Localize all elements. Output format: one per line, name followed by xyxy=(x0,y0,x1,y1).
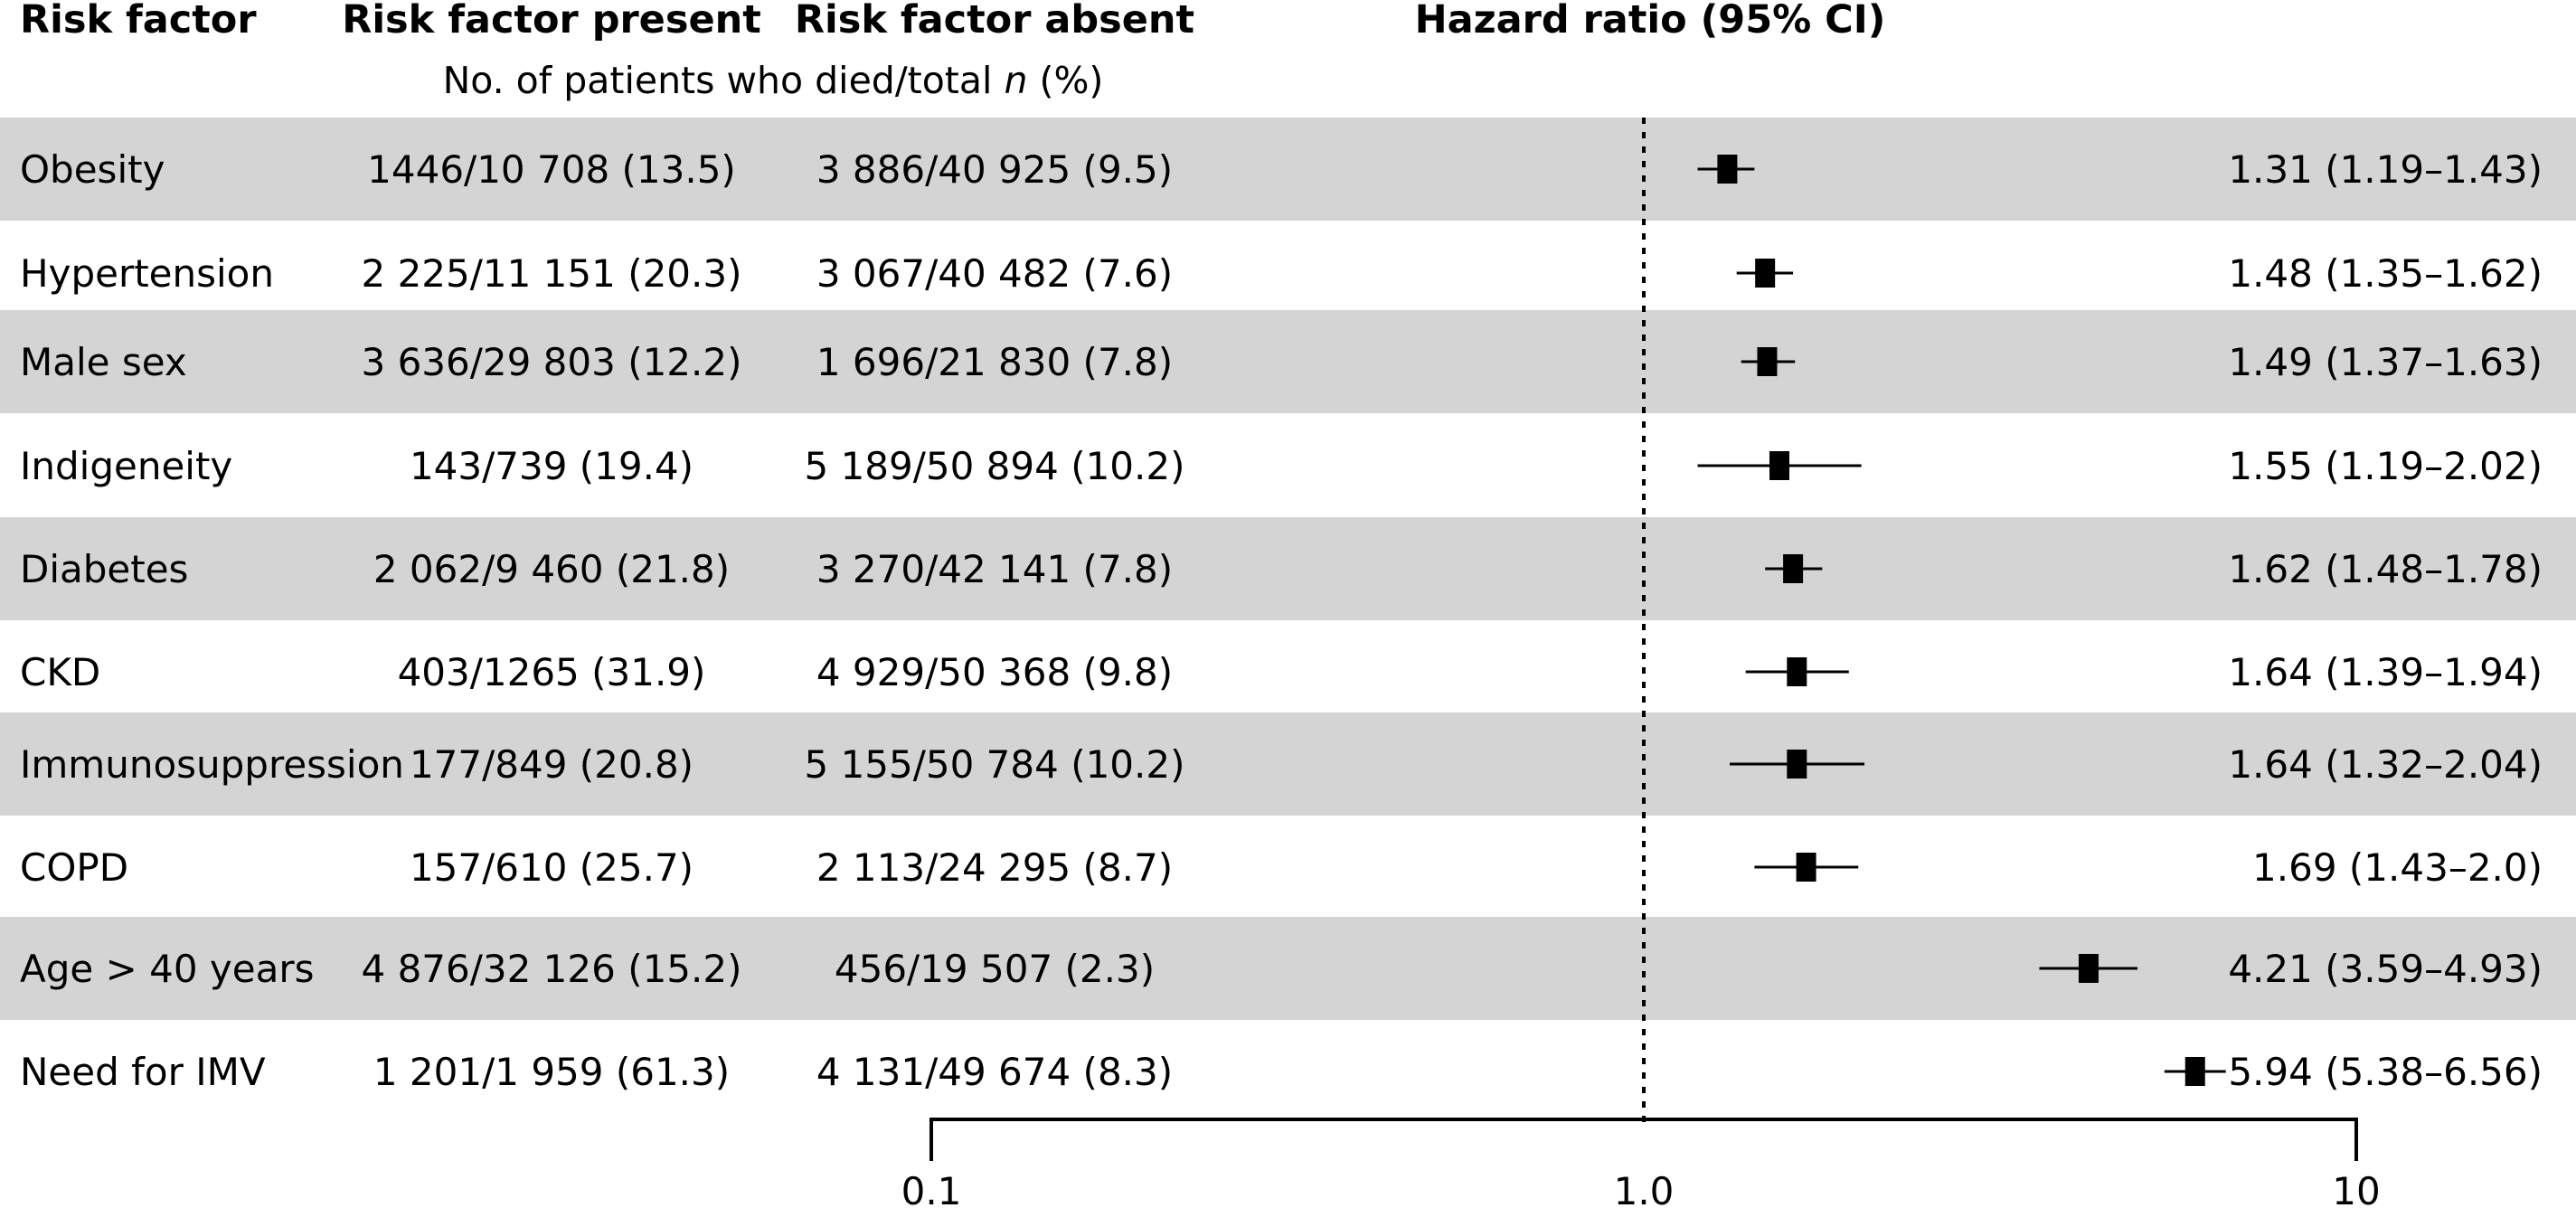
row-present-count: 2 225/11 151 (20.3) xyxy=(362,251,742,296)
row-present-count: 4 876/32 126 (15.2) xyxy=(362,947,742,991)
row-absent-count: 4 929/50 368 (9.8) xyxy=(816,650,1173,694)
x-tick-label: 1.0 xyxy=(1614,1169,1675,1208)
hr-point-marker xyxy=(2078,954,2099,983)
hr-point-marker xyxy=(1787,750,1807,779)
row-present-count: 143/739 (19.4) xyxy=(410,444,694,488)
row-hazard-ratio-text: 1.48 (1.35–1.62) xyxy=(2228,251,2543,296)
row-hazard-ratio-text: 1.49 (1.37–1.63) xyxy=(2228,340,2543,384)
x-tick-label: 0.1 xyxy=(901,1169,962,1208)
row-hazard-ratio-text: 5.94 (5.38–6.56) xyxy=(2228,1050,2543,1094)
row-hazard-ratio-text: 4.21 (3.59–4.93) xyxy=(2228,947,2543,991)
row-hazard-ratio-text: 1.64 (1.32–2.04) xyxy=(2228,742,2543,787)
hr-point-marker xyxy=(1717,155,1738,184)
row-risk-factor: Immunosuppression xyxy=(20,742,404,787)
row-hazard-ratio-text: 1.62 (1.48–1.78) xyxy=(2228,547,2543,591)
row-present-count: 1 201/1 959 (61.3) xyxy=(373,1050,730,1094)
header-risk-factor-present: Risk factor present xyxy=(342,0,761,42)
row-risk-factor: CKD xyxy=(20,650,100,694)
row-risk-factor: Need for IMV xyxy=(20,1050,266,1094)
row-present-count: 2 062/9 460 (21.8) xyxy=(373,547,730,591)
forest-rows: Obesity 1446/10 708 (13.5) 3 886/40 925 (9… xyxy=(20,147,2543,1094)
row-absent-count: 456/19 507 (2.3) xyxy=(835,947,1155,991)
header-hazard-ratio: Hazard ratio (95% CI) xyxy=(1415,0,1886,42)
hr-point-marker xyxy=(2184,1057,2205,1086)
x-tick-label: 10 xyxy=(2332,1169,2380,1208)
row-band xyxy=(0,517,2576,620)
row-band xyxy=(0,118,2576,221)
row-risk-factor: Male sex xyxy=(20,340,187,384)
row-band xyxy=(0,917,2576,1020)
x-axis: 0.1 1.0 10 xyxy=(901,1118,2381,1208)
row-absent-count: 1 696/21 830 (7.8) xyxy=(816,340,1173,384)
row-absent-count: 3 067/40 482 (7.6) xyxy=(816,251,1173,296)
hr-point-marker xyxy=(1755,259,1776,288)
row-risk-factor: COPD xyxy=(20,845,128,890)
subheader-patients-died: No. of patients who died/total n (%) xyxy=(443,59,1104,102)
header-risk-factor: Risk factor xyxy=(20,0,257,42)
hr-point-marker xyxy=(1757,347,1778,376)
row-hazard-ratio-text: 1.31 (1.19–1.43) xyxy=(2228,147,2543,192)
row-risk-factor: Obesity xyxy=(20,147,165,192)
header-risk-factor-absent: Risk factor absent xyxy=(795,0,1194,42)
hr-point-marker xyxy=(1783,554,1804,583)
row-hazard-ratio-text: 1.55 (1.19–2.02) xyxy=(2228,444,2543,488)
row-absent-count: 2 113/24 295 (8.7) xyxy=(816,845,1173,890)
row-present-count: 157/610 (25.7) xyxy=(410,845,694,890)
row-present-count: 1446/10 708 (13.5) xyxy=(367,147,736,192)
hr-point-marker xyxy=(1769,451,1789,480)
row-present-count: 177/849 (20.8) xyxy=(410,742,694,787)
row-risk-factor: Diabetes xyxy=(20,547,188,591)
row-band xyxy=(0,713,2576,816)
row-present-count: 403/1265 (31.9) xyxy=(398,650,706,694)
hr-point-marker xyxy=(1787,657,1807,686)
row-hazard-ratio-text: 1.69 (1.43–2.0) xyxy=(2252,845,2543,890)
row-absent-count: 5 155/50 784 (10.2) xyxy=(805,742,1185,787)
row-risk-factor: Hypertension xyxy=(20,251,274,296)
row-absent-count: 3 886/40 925 (9.5) xyxy=(816,147,1173,192)
row-band xyxy=(0,310,2576,413)
row-hazard-ratio-text: 1.64 (1.39–1.94) xyxy=(2228,650,2543,694)
row-absent-count: 5 189/50 894 (10.2) xyxy=(805,444,1185,488)
hr-point-marker xyxy=(1796,853,1816,882)
row-bands xyxy=(0,118,2576,1020)
row-absent-count: 4 131/49 674 (8.3) xyxy=(816,1050,1173,1094)
row-absent-count: 3 270/42 141 (7.8) xyxy=(816,547,1173,591)
row-risk-factor: Indigeneity xyxy=(20,444,232,488)
row-risk-factor: Age > 40 years xyxy=(20,947,315,991)
row-present-count: 3 636/29 803 (12.2) xyxy=(362,340,742,384)
